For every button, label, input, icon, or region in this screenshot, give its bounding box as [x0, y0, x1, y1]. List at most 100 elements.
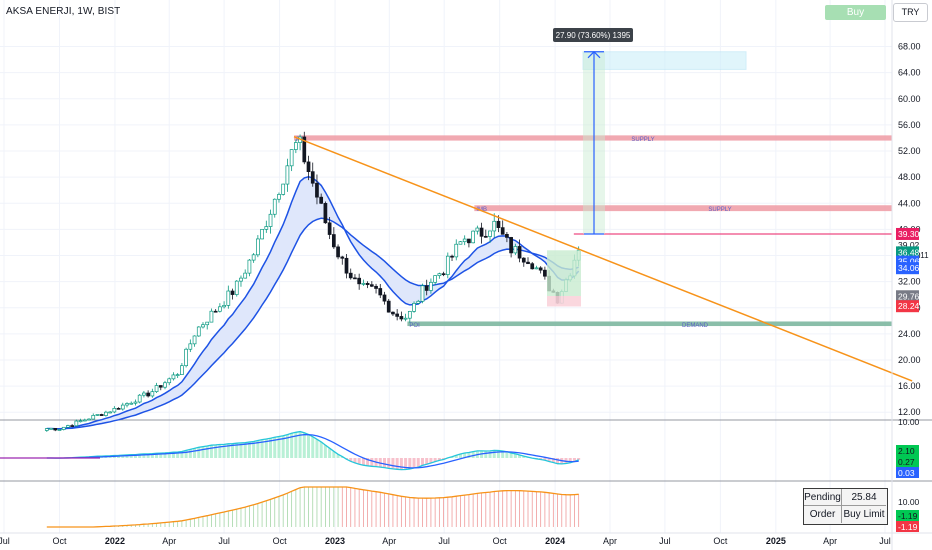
y-tick-label: 56.00 — [898, 120, 921, 130]
candle-body — [526, 261, 530, 265]
x-tick-label: Apr — [823, 536, 837, 546]
drawings-layer: 27.90 (73.60%) 1395 — [293, 28, 913, 382]
x-tick-label: Apr — [162, 536, 176, 546]
candle-body — [517, 246, 522, 259]
candle-body — [445, 255, 450, 275]
y-tick-label: 68.00 — [898, 42, 921, 52]
buy-button[interactable]: Buy — [825, 5, 886, 20]
candle-body — [201, 324, 205, 328]
candle-body — [467, 238, 471, 244]
candle-body — [357, 277, 362, 285]
candle-body — [399, 316, 404, 320]
candle-body — [496, 220, 501, 228]
candle-body — [534, 267, 539, 270]
candle-body — [538, 267, 543, 271]
ema-slow-tag-bg — [896, 262, 919, 275]
y-tick-label: 20.00 — [898, 355, 921, 365]
candle-body — [374, 285, 378, 289]
macd-axis-label: 10.00 — [898, 417, 920, 427]
candle-body — [386, 300, 391, 313]
macd-tag-c: 0.03 — [898, 468, 915, 478]
oscillator-pane — [46, 486, 580, 528]
candle-body — [395, 313, 400, 317]
y-tick-label: 16.00 — [898, 381, 921, 391]
candle-body — [500, 227, 505, 235]
candle-body — [272, 198, 277, 215]
x-tick-label: 2024 — [545, 536, 565, 546]
candle-body — [247, 259, 252, 274]
candle-body — [146, 392, 150, 397]
candle-body — [209, 310, 214, 323]
candle-body — [188, 343, 193, 350]
candle-body — [150, 391, 155, 397]
candle-body — [327, 222, 332, 235]
candle-body — [475, 227, 480, 232]
pending-order-panel: Pending 25.84 Order Buy Limit — [803, 488, 888, 525]
trend-line — [293, 135, 913, 382]
candle-body — [129, 402, 134, 405]
candle-body — [488, 230, 492, 237]
macd-line — [46, 430, 579, 471]
candle-body — [429, 281, 433, 291]
candle-body — [420, 285, 425, 302]
currency-button[interactable]: TRY — [893, 3, 928, 22]
macd-tag-c-bg — [896, 467, 919, 478]
order-label: Order — [804, 506, 842, 523]
osc-axis-label: 10.00 — [898, 497, 920, 507]
macd-signal-line — [46, 433, 579, 469]
x-tick-label: Apr — [382, 536, 396, 546]
candle-body — [382, 294, 387, 302]
pending-label: Pending — [804, 489, 842, 506]
candle-body — [142, 392, 146, 396]
candle-body — [264, 226, 269, 230]
long-position-box — [547, 250, 581, 297]
candle-body — [154, 385, 159, 393]
candle-body — [74, 420, 79, 427]
osc-tag-a: -1.19 — [898, 511, 918, 521]
candle-body — [505, 234, 509, 238]
candle-body — [441, 273, 446, 276]
candle-body — [57, 429, 62, 431]
candle-body — [158, 385, 163, 388]
candle-body — [416, 300, 421, 304]
level-a-tag: 29.76 — [898, 291, 920, 301]
candle-body — [234, 280, 239, 295]
x-tick-label: Jul — [659, 536, 671, 546]
candle-body — [180, 365, 184, 375]
y-tick-label: 32.00 — [898, 277, 921, 287]
macd-tag-a-bg — [896, 445, 919, 456]
candle-body — [268, 213, 273, 227]
x-tick-label: Oct — [52, 536, 67, 546]
time-axis[interactable]: Jul Oct 2022 Apr Jul Oct 2023 Apr Jul Oct 2024 Apr J… — [0, 532, 932, 546]
candle-body — [120, 404, 125, 410]
candle-body — [108, 411, 112, 414]
ema-fast-tag: 36.48 — [898, 247, 920, 257]
candle-body — [184, 348, 188, 367]
candle-body — [369, 284, 374, 287]
candle-body — [319, 196, 324, 204]
candle-body — [125, 403, 129, 406]
candle-body — [331, 234, 336, 248]
candle-body — [433, 275, 437, 283]
candle-body — [315, 182, 319, 198]
candle-body — [66, 425, 70, 428]
price-axis[interactable]: 12.0016.0020.0024.0028.0032.0036.0040.00… — [891, 0, 929, 550]
candle-body — [44, 428, 49, 431]
candle-body — [91, 415, 96, 420]
candle-body — [82, 419, 87, 422]
osc-line — [46, 486, 579, 528]
candle-body — [95, 414, 100, 416]
x-tick-label: Jul — [218, 536, 230, 546]
x-tick-label: Jul — [0, 536, 10, 546]
candle-body — [302, 136, 307, 163]
candle-body — [175, 374, 180, 376]
candle-body — [289, 149, 294, 167]
candle-body — [462, 238, 467, 243]
candle-body — [163, 382, 167, 388]
candle-body — [222, 305, 226, 308]
candle-body — [344, 257, 349, 274]
y-tick-label: 64.00 — [898, 68, 921, 78]
candle-body — [285, 165, 290, 185]
order-value: Buy Limit — [843, 509, 885, 520]
